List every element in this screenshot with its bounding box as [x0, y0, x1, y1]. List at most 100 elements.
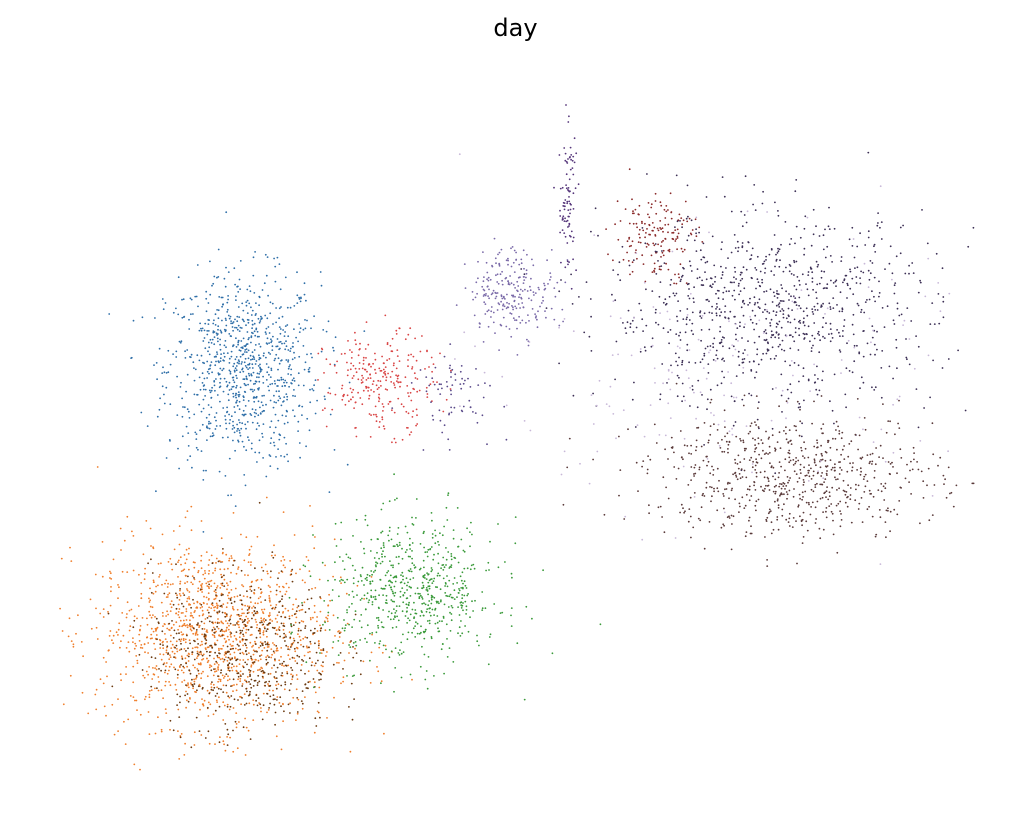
point [638, 228, 641, 231]
point [382, 542, 385, 544]
point [264, 641, 266, 643]
point [292, 394, 294, 397]
point [230, 320, 233, 322]
point [204, 618, 207, 620]
point [237, 306, 240, 308]
point [150, 685, 153, 688]
point [144, 651, 146, 654]
point [460, 587, 463, 589]
point [572, 394, 575, 397]
point [905, 356, 908, 359]
point [231, 663, 234, 665]
point [154, 590, 157, 593]
point [140, 582, 143, 584]
point [817, 263, 820, 266]
point [169, 403, 172, 406]
point [286, 453, 288, 456]
point [525, 269, 528, 272]
point [228, 638, 230, 641]
point [378, 426, 381, 428]
point [194, 561, 196, 564]
point [644, 236, 646, 239]
point [191, 653, 194, 656]
point [794, 242, 796, 245]
point [460, 579, 463, 582]
point [223, 355, 226, 358]
point [169, 363, 172, 366]
point [206, 585, 209, 587]
point [688, 217, 691, 220]
point [208, 742, 211, 745]
point [248, 285, 251, 287]
point [248, 669, 250, 671]
point [379, 370, 382, 372]
point [735, 278, 737, 280]
point [298, 621, 301, 624]
point [150, 591, 153, 594]
point [322, 623, 324, 626]
point [463, 580, 466, 583]
point [262, 692, 265, 695]
point [161, 641, 164, 644]
point [698, 231, 700, 234]
point [784, 360, 787, 363]
point [522, 249, 525, 252]
point [788, 525, 791, 527]
point [181, 602, 183, 605]
point [266, 624, 269, 626]
point [686, 349, 689, 352]
point [536, 318, 538, 321]
point [201, 606, 204, 608]
point [797, 406, 800, 409]
point [284, 681, 287, 683]
point [227, 436, 229, 439]
point [715, 314, 718, 317]
point [917, 426, 920, 429]
point [341, 398, 344, 401]
point [276, 467, 279, 470]
point [349, 368, 352, 371]
point [919, 281, 922, 284]
point [281, 414, 284, 417]
point [495, 295, 498, 298]
point [402, 575, 404, 578]
point [794, 331, 797, 334]
point [222, 367, 225, 370]
point [505, 259, 508, 262]
point [80, 641, 83, 643]
point [254, 643, 257, 645]
point [789, 347, 792, 350]
point [524, 288, 526, 291]
point [230, 557, 233, 559]
point [353, 407, 355, 409]
point [291, 669, 294, 671]
point [191, 647, 194, 650]
point [284, 683, 287, 686]
point [117, 634, 119, 636]
point [236, 320, 239, 323]
point [214, 597, 217, 600]
point [349, 349, 351, 351]
point [310, 327, 312, 330]
point [260, 401, 263, 404]
point [206, 706, 209, 709]
point [769, 324, 772, 327]
point [453, 577, 456, 579]
point [150, 545, 152, 547]
point [487, 663, 490, 666]
point [786, 388, 789, 391]
point [379, 562, 382, 565]
point [511, 246, 514, 248]
point [189, 615, 192, 617]
point [350, 640, 352, 642]
point [307, 559, 310, 562]
point [264, 331, 267, 334]
point [248, 694, 251, 696]
point [521, 319, 524, 322]
point [292, 637, 295, 640]
point [387, 534, 390, 537]
point [904, 272, 907, 275]
point [307, 687, 309, 690]
point [253, 356, 255, 359]
point [210, 688, 213, 691]
